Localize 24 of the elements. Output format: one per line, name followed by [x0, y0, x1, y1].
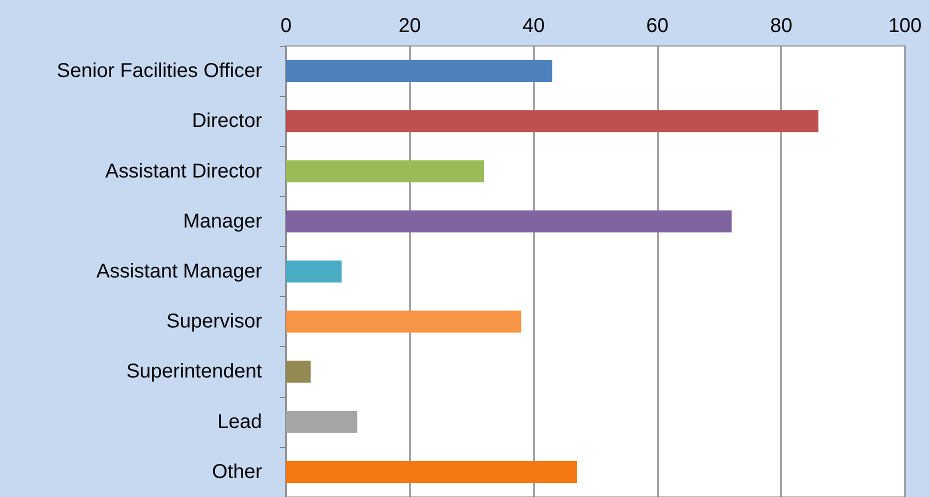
- bar: [286, 310, 522, 333]
- bar: [286, 260, 342, 282]
- bar: [286, 360, 311, 383]
- y-tick-label: Supervisor: [166, 310, 262, 333]
- y-tick-label: Manager: [183, 210, 262, 232]
- x-tick-label: 60: [646, 15, 669, 37]
- y-tick-label: Assistant Manager: [96, 260, 262, 282]
- bar: [286, 110, 818, 132]
- x-tick-label: 100: [888, 15, 922, 37]
- bar: [286, 460, 577, 483]
- y-tick-label: Senior Facilities Officer: [56, 60, 262, 82]
- bar: [286, 410, 358, 433]
- y-tick-label: Other: [212, 460, 262, 483]
- y-tick-label: Superintendent: [126, 360, 262, 383]
- bar: [286, 210, 732, 232]
- bar: [286, 160, 484, 182]
- y-tick-label: Lead: [218, 410, 262, 433]
- bar: [286, 60, 552, 82]
- x-tick-label: 80: [770, 15, 792, 37]
- x-tick-label: 20: [398, 15, 421, 37]
- y-tick-label: Assistant Director: [105, 160, 262, 182]
- x-tick-label: 0: [280, 15, 292, 37]
- x-tick-label: 40: [522, 15, 545, 37]
- y-tick-label: Director: [192, 110, 262, 132]
